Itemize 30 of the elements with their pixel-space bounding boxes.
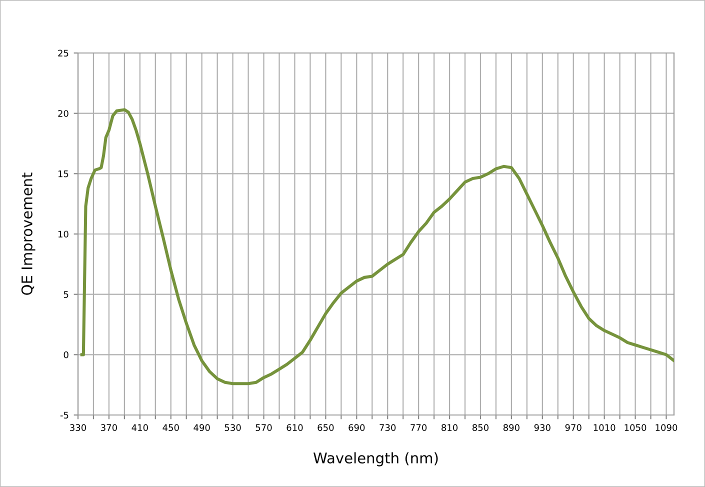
x-axis-title: Wavelength (nm) <box>313 452 438 466</box>
x-tick-label: 890 <box>503 424 520 432</box>
x-tick-label: 1050 <box>624 424 646 432</box>
x-tick-label: 810 <box>442 424 458 432</box>
x-tick-label: 410 <box>132 424 148 432</box>
x-tick-label: 930 <box>534 424 550 432</box>
x-tick-label: 370 <box>101 424 117 432</box>
x-tick-label: 730 <box>380 424 396 432</box>
y-tick-label: 10 <box>58 230 68 238</box>
x-tick-label: 650 <box>318 424 334 432</box>
x-tick-label: 770 <box>410 424 427 432</box>
x-tick-label: 330 <box>70 424 86 432</box>
x-tick-label: 570 <box>256 424 272 432</box>
x-tick-label: 970 <box>565 424 582 432</box>
x-tick-label: 490 <box>194 424 210 432</box>
y-tick-label: 15 <box>58 170 68 178</box>
x-tick-label: 610 <box>286 424 303 432</box>
y-tick-label: 0 <box>64 351 68 358</box>
x-tick-label: 530 <box>224 424 241 432</box>
line-series <box>80 108 674 386</box>
x-tick-label: 690 <box>348 424 365 432</box>
y-tick-label: -5 <box>60 412 68 419</box>
y-tick-label: 25 <box>58 50 68 57</box>
x-tick-label: 450 <box>162 424 179 432</box>
x-tick-label: 1090 <box>656 424 678 432</box>
x-tick-label: 850 <box>472 424 489 432</box>
x-tick-label: 1010 <box>594 424 616 432</box>
y-axis-title: QE Improvement <box>21 172 36 295</box>
y-tick-label: 5 <box>64 291 68 298</box>
y-tick-label: 20 <box>58 110 68 117</box>
